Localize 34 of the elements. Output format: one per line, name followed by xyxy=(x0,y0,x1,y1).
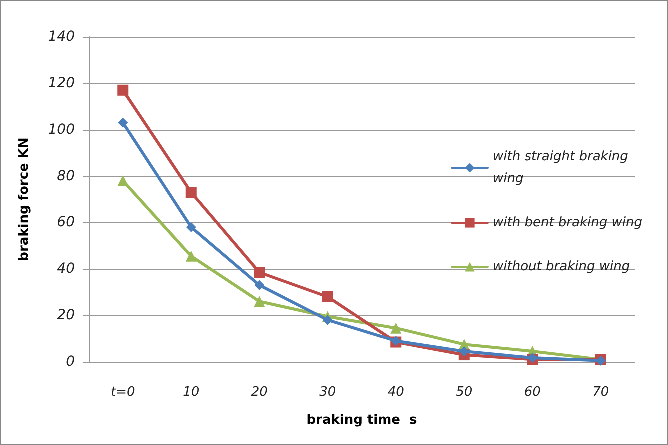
y-tick-label: 120 xyxy=(48,75,76,92)
x-tick-label: 70 xyxy=(592,385,610,400)
y-tick-label: 40 xyxy=(57,261,76,278)
y-tick-label: 20 xyxy=(57,308,76,324)
x-tick-label: 10 xyxy=(183,385,200,400)
y-tick-label: 80 xyxy=(57,168,76,184)
point xyxy=(254,296,266,308)
point xyxy=(118,175,129,186)
x-tick-label: 50 xyxy=(456,385,473,400)
point xyxy=(118,84,129,96)
y-tick-label: 0 xyxy=(66,354,76,370)
x-tick-label: 60 xyxy=(524,385,541,400)
point xyxy=(390,322,402,334)
point xyxy=(254,280,265,290)
point xyxy=(186,187,197,198)
x-tick-label: 40 xyxy=(388,385,404,400)
y-tick-label: 60 xyxy=(57,214,76,231)
x-tick-label: t=0 xyxy=(110,385,136,400)
point xyxy=(322,292,334,302)
legend-label: without braking wing xyxy=(493,260,630,274)
point xyxy=(118,118,128,128)
y-axis-title: braking force KN xyxy=(17,138,32,262)
y-tick-label: 140 xyxy=(48,29,76,45)
x-tick-label: 30 xyxy=(320,385,336,400)
point xyxy=(322,315,333,326)
point xyxy=(186,222,196,232)
point xyxy=(186,250,197,262)
point xyxy=(254,267,266,278)
legend-label: with bent braking wing xyxy=(493,216,642,230)
point xyxy=(459,346,470,357)
x-tick-label: 20 xyxy=(251,385,268,400)
x-axis-title: braking time s xyxy=(306,413,418,428)
y-tick-label: 100 xyxy=(48,122,76,138)
legend-label: with straight braking wing xyxy=(493,150,633,186)
